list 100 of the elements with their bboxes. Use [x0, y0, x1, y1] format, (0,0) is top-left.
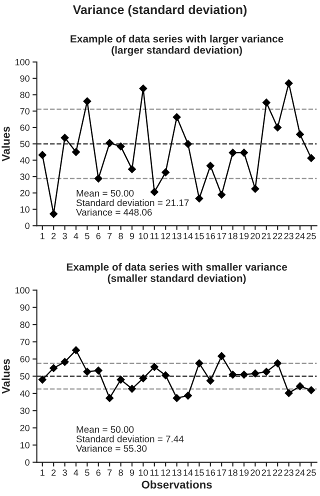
x-tick-label: 20: [250, 232, 260, 240]
point: [94, 174, 102, 182]
point: [262, 98, 270, 107]
point: [228, 148, 237, 157]
y-tick-label: 20: [20, 190, 30, 196]
x-tick-label: 3: [62, 469, 67, 476]
point: [83, 368, 92, 376]
point: [206, 162, 214, 170]
y-tick-label: 100: [15, 58, 30, 66]
x-tick-label: 11: [150, 232, 159, 240]
point: [195, 194, 204, 202]
y-tick-label: 80: [20, 92, 30, 98]
point: [116, 142, 125, 150]
x-tick-label: 24: [295, 232, 305, 240]
y-tick-label: 80: [20, 322, 30, 328]
x-tick-label: 8: [118, 469, 123, 476]
point: [240, 370, 248, 379]
x-tick-label: 18: [228, 232, 238, 240]
point: [206, 376, 214, 385]
y-tick-label: 60: [20, 124, 30, 131]
x-tick-label: 4: [74, 232, 78, 240]
y-tick-label: 70: [20, 338, 30, 346]
point: [162, 168, 170, 176]
y-tick-label: 50: [20, 140, 30, 148]
y-tick-label: 0: [25, 459, 30, 466]
point: [184, 392, 192, 400]
point: [106, 394, 114, 402]
y-tick-label: 100: [15, 287, 30, 294]
point: [172, 113, 181, 122]
x-tick-label: 12: [161, 232, 170, 240]
x-tick-label: 9: [130, 232, 134, 240]
x-tick-label: 11: [150, 470, 159, 476]
point: [83, 97, 92, 106]
y-tick-label: 90: [20, 75, 30, 82]
y-tick-label: 10: [20, 442, 30, 448]
y-tick-label: 10: [20, 206, 30, 213]
point: [274, 124, 282, 132]
point: [38, 376, 46, 384]
x-tick-label: 25: [306, 469, 316, 476]
x-tick-label: 22: [273, 469, 282, 476]
chart-subtitle: Example of data series with larger variance (larger standard deviation): [70, 34, 284, 56]
point: [262, 368, 270, 376]
point: [128, 384, 136, 393]
point: [284, 389, 293, 398]
x-tick-label: 19: [240, 232, 249, 240]
x-tick-label: 3: [62, 232, 67, 240]
y-tick-label: 30: [20, 408, 30, 414]
annotation: Mean = 50.00 Standard deviation = 7.44 Variance = 55.30: [76, 426, 184, 452]
x-tick-label: 10: [138, 232, 148, 240]
x-tick-label: 15: [194, 232, 204, 240]
x-tick-label: 12: [161, 469, 170, 476]
point: [296, 130, 304, 138]
point: [240, 148, 248, 157]
x-tick-label: 25: [306, 232, 316, 240]
x-tick-label: 15: [194, 470, 204, 476]
point: [228, 370, 237, 379]
x-tick-label: 5: [85, 232, 90, 240]
x-tick-label: 7: [108, 470, 112, 476]
x-tick-label: 1: [40, 470, 44, 476]
point: [274, 359, 282, 368]
x-tick-label: 21: [262, 469, 271, 476]
point: [94, 366, 102, 374]
point: [307, 386, 316, 394]
point: [106, 139, 114, 147]
point: [60, 134, 69, 142]
x-tick-label: 21: [262, 232, 271, 240]
x-tick-label: 23: [284, 232, 294, 240]
point: [128, 165, 136, 174]
x-axis-title: Observations: [142, 480, 212, 489]
point: [184, 140, 192, 148]
y-tick-label: 20: [20, 424, 30, 432]
point: [50, 210, 58, 218]
x-tick-label: 6: [96, 469, 101, 476]
point: [72, 148, 80, 156]
point: [72, 346, 80, 354]
y-tick-label: 90: [20, 304, 30, 311]
point: [162, 371, 170, 380]
point: [139, 374, 148, 382]
point: [195, 359, 204, 368]
x-tick-label: 17: [217, 232, 226, 240]
chart-title: Variance (standard deviation): [72, 4, 247, 17]
point: [296, 382, 304, 390]
point: [150, 362, 158, 371]
x-tick-label: 14: [184, 232, 193, 240]
x-tick-label: 17: [217, 470, 226, 476]
x-tick-label: 1: [40, 232, 44, 240]
x-tick-label: 9: [130, 469, 134, 476]
y-axis-title: Values: [2, 359, 10, 394]
y-tick-label: 30: [20, 174, 30, 180]
point: [139, 84, 148, 92]
x-tick-label: 7: [108, 232, 112, 240]
y-tick-label: 70: [20, 108, 30, 114]
point: [172, 394, 181, 402]
x-tick-label: 14: [184, 470, 193, 476]
point: [307, 154, 316, 162]
y-tick-label: 60: [20, 356, 30, 362]
point: [251, 370, 260, 378]
y-axis-title: Values: [2, 126, 10, 162]
point: [50, 364, 58, 372]
point: [38, 151, 46, 159]
